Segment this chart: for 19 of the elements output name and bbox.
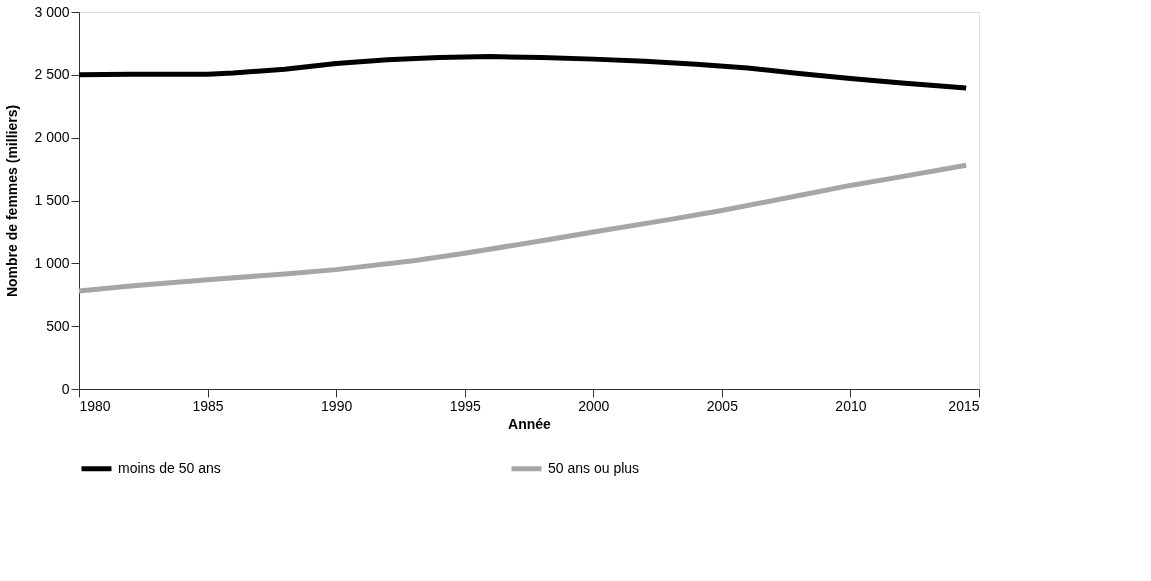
x-tick-label: 1990 bbox=[321, 397, 353, 414]
x-tick-label: 2000 bbox=[578, 397, 610, 414]
x-tick-label: 1995 bbox=[449, 397, 481, 414]
y-tick-label: 1 500 bbox=[34, 192, 70, 208]
x-axis-title: Année bbox=[508, 415, 552, 432]
legend-label: moins de 50 ans bbox=[118, 459, 221, 476]
x-tick-label: 1985 bbox=[192, 397, 224, 414]
y-tick-label: 0 bbox=[61, 380, 70, 397]
x-tick-label: 2010 bbox=[835, 397, 867, 414]
y-tick-label: 2 000 bbox=[34, 129, 70, 146]
y-tick-label: 1 000 bbox=[34, 254, 70, 271]
y-axis-title: Nombre de femmes (milliers) bbox=[4, 104, 21, 298]
y-tick-label: 500 bbox=[46, 317, 70, 334]
x-tick-label: 2005 bbox=[706, 397, 739, 414]
y-tick-label: 2 500 bbox=[34, 66, 70, 83]
x-tick-label: 1980 bbox=[79, 397, 111, 414]
x-tick-label: 2015 bbox=[948, 397, 980, 414]
legend-label: 50 ans ou plus bbox=[548, 459, 640, 476]
y-tick-label: 3 000 bbox=[34, 3, 70, 20]
